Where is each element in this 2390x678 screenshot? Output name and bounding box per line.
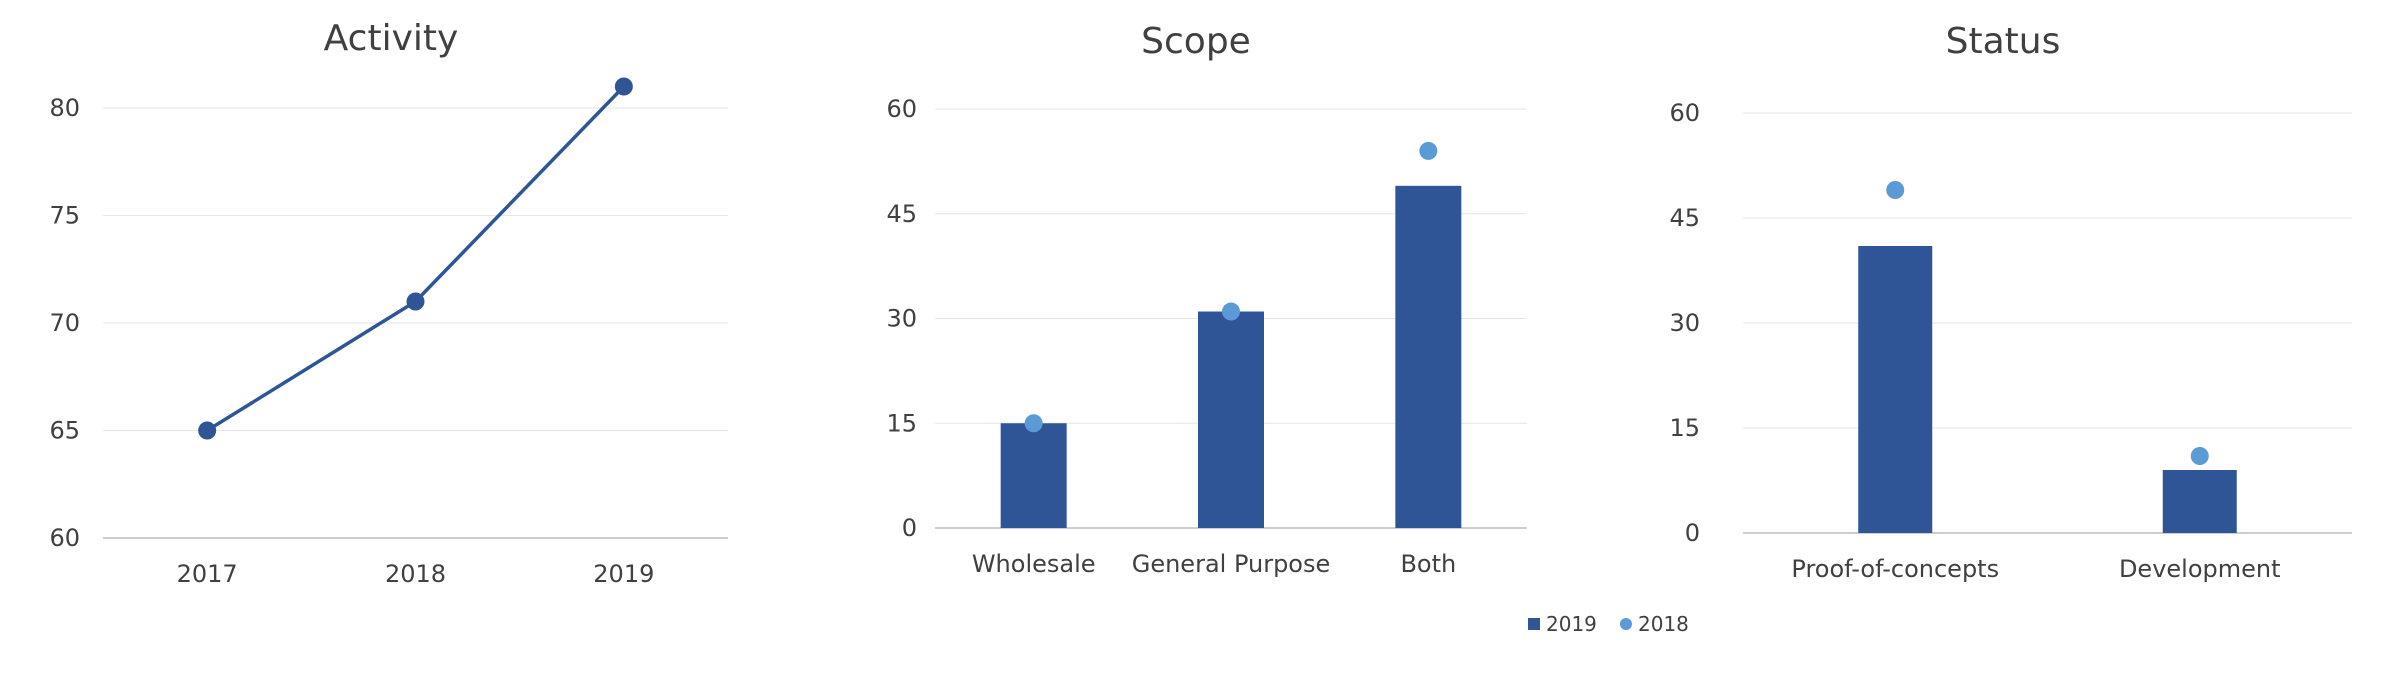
marker-2018 — [1886, 181, 1905, 199]
y-tick-label: 30 — [1669, 309, 1700, 337]
y-tick-label: 0 — [1685, 519, 1700, 547]
data-point — [614, 77, 633, 96]
bar-2019 — [1000, 423, 1067, 528]
x-tick-label: 2018 — [385, 560, 446, 588]
bar-2019 — [1395, 185, 1462, 529]
bar-2019 — [2162, 470, 2237, 533]
status-chart: Status 0 15 30 45 60 Proof-of-concepts Develop… — [1669, 21, 2352, 583]
series-line — [206, 85, 626, 432]
x-tick-label: 2017 — [177, 560, 238, 588]
x-tick-label: General Purpose — [1132, 550, 1331, 578]
x-tick-label: Proof-of-concepts — [1791, 555, 1999, 583]
status-chart-title: Status — [1946, 21, 2061, 62]
bar-2019 — [1858, 246, 1933, 533]
y-tick-label: 65 — [49, 417, 80, 445]
legend-label-2018: 2018 — [1638, 612, 1689, 636]
y-tick-label: 15 — [886, 409, 917, 437]
marker-2018 — [2190, 447, 2209, 465]
activity-chart: Activity 60 65 70 75 80 2017 2018 2019 — [49, 18, 728, 588]
x-tick-label: Both — [1400, 550, 1456, 578]
scope-chart-title: Scope — [1141, 21, 1251, 62]
legend-swatch-2018 — [1620, 618, 1632, 630]
y-tick-label: 45 — [886, 200, 917, 228]
y-tick-label: 60 — [49, 524, 80, 552]
y-tick-label: 60 — [886, 95, 917, 123]
marker-2018 — [1024, 414, 1043, 433]
y-tick-label: 0 — [902, 514, 917, 542]
x-tick-label: Wholesale — [972, 550, 1096, 578]
marker-2018 — [1419, 141, 1438, 160]
legend-swatch-2019 — [1528, 618, 1540, 630]
activity-chart-title: Activity — [324, 18, 459, 59]
y-tick-label: 70 — [49, 309, 80, 337]
y-tick-label: 15 — [1669, 414, 1700, 442]
data-point — [198, 421, 217, 440]
y-tick-label: 45 — [1669, 204, 1700, 232]
x-tick-label: 2019 — [593, 560, 654, 588]
bar-2019 — [1198, 311, 1264, 528]
data-point — [406, 292, 425, 311]
x-tick-label: Development — [2119, 555, 2281, 583]
legend-label-2019: 2019 — [1546, 612, 1597, 636]
y-tick-label: 75 — [49, 202, 80, 230]
y-tick-label: 80 — [49, 94, 80, 122]
y-tick-label: 60 — [1669, 99, 1700, 127]
legend: 2019 2018 — [1528, 612, 1689, 636]
y-tick-label: 30 — [886, 305, 917, 333]
scope-chart: Scope 0 15 30 45 60 Wholesale General Purpose B… — [886, 21, 1527, 578]
marker-2018 — [1222, 302, 1240, 321]
